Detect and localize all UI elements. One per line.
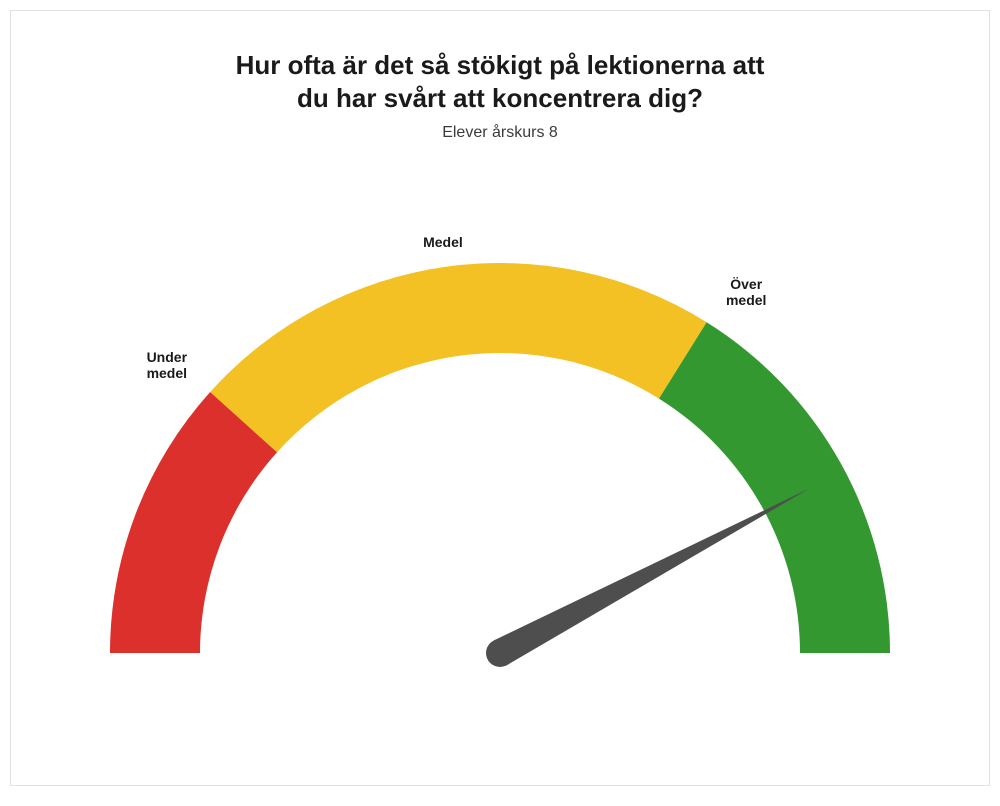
gauge-segment-label: Medel [423, 234, 463, 250]
gauge-svg: Undermedel Medel Övermedel [30, 173, 970, 733]
gauge-chart: Undermedel Medel Övermedel [11, 173, 989, 733]
gauge-needle [493, 489, 809, 666]
gauge-segment-label: Undermedel [147, 349, 188, 381]
chart-subtitle: Elever årskurs 8 [11, 124, 989, 142]
chart-card: Hur ofta är det så stökigt på lektionern… [10, 10, 990, 786]
gauge-segment [110, 392, 277, 653]
title-block: Hur ofta är det så stökigt på lektionern… [11, 11, 989, 142]
gauge-segment [659, 322, 890, 653]
title-line-2: du har svårt att koncentrera dig? [297, 83, 703, 113]
gauge-segment-label: Övermedel [726, 276, 766, 308]
gauge-segment [210, 263, 706, 452]
chart-title: Hur ofta är det så stökigt på lektionern… [11, 49, 989, 114]
gauge-needle-hub [486, 639, 514, 667]
title-line-1: Hur ofta är det så stökigt på lektionern… [236, 50, 765, 80]
